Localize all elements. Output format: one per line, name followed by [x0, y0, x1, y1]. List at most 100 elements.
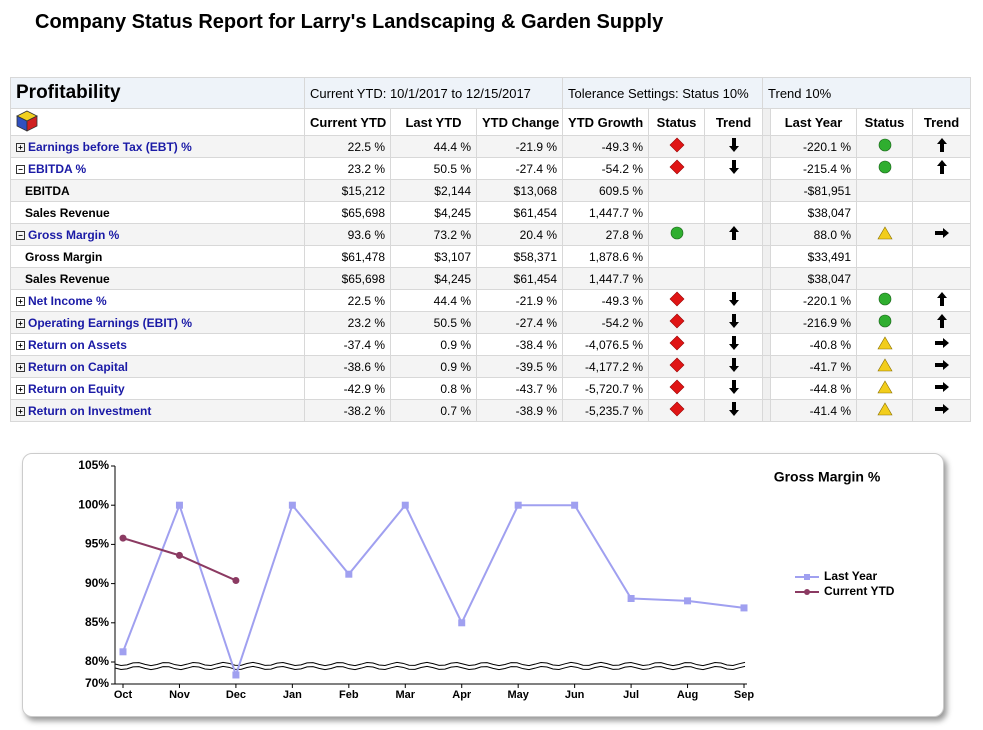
cell: $15,212	[304, 179, 391, 202]
expand-toggle[interactable]: +	[16, 406, 25, 416]
arrow	[934, 338, 949, 348]
arrow	[936, 138, 947, 152]
marker	[571, 501, 579, 509]
column-header: Status	[856, 108, 914, 136]
marker	[232, 671, 240, 679]
row-label[interactable]: Return on Investment	[28, 403, 152, 418]
cell: 44.4 %	[390, 289, 477, 312]
legend-marker	[804, 589, 810, 595]
trend-cell	[704, 289, 764, 312]
status-icon	[669, 335, 684, 351]
cell: -27.4 %	[475, 157, 564, 180]
x-tick-label: Jul	[623, 689, 639, 701]
marker	[175, 501, 183, 509]
status-icon	[669, 313, 684, 329]
trend-cell	[912, 289, 972, 312]
expand-toggle[interactable]: +	[16, 296, 25, 306]
row-name: + Return on Equity	[10, 377, 305, 400]
expand-toggle[interactable]: +	[16, 384, 25, 394]
circle	[670, 226, 683, 240]
cell: 0.7 %	[390, 399, 477, 422]
row-label[interactable]: Operating Earnings (EBIT) %	[28, 315, 193, 330]
expand-toggle[interactable]: −	[16, 230, 25, 240]
status-cell	[856, 311, 914, 334]
data-row: + Return on Equity -42.9 % 0.8 % -43.7 % -5,7…	[10, 377, 972, 400]
trend-cell	[912, 179, 972, 202]
diamond	[669, 159, 684, 175]
cell: -44.8 %	[770, 377, 858, 400]
gap	[762, 223, 772, 246]
row-label[interactable]: Earnings before Tax (EBT) %	[28, 139, 192, 154]
x-tick-label: Jan	[283, 689, 302, 701]
cell: 1,447.7 %	[562, 201, 650, 224]
cell: -41.7 %	[770, 355, 858, 378]
column-header: YTD Change	[475, 108, 564, 136]
arrow	[728, 292, 739, 306]
gap	[762, 157, 772, 180]
cell: $61,478	[304, 245, 391, 268]
marker	[232, 576, 240, 584]
marker	[175, 551, 183, 559]
status-icon	[878, 138, 891, 152]
cell: 609.5 %	[562, 179, 650, 202]
x-tick-label: Nov	[169, 689, 191, 701]
data-row: + Earnings before Tax (EBT) % 22.5 % 44.4 %…	[10, 135, 972, 158]
row-name: − Gross Margin %	[10, 223, 305, 246]
cell: -38.2 %	[304, 399, 391, 422]
trend-cell	[912, 201, 972, 224]
cube-icon-cell	[10, 108, 305, 136]
row-label[interactable]: EBITDA %	[28, 161, 87, 176]
expand-toggle[interactable]: +	[16, 318, 25, 328]
expand-toggle[interactable]: −	[16, 164, 25, 174]
cell: -27.4 %	[475, 311, 564, 334]
trend-icon	[934, 338, 949, 348]
cell: $38,047	[770, 267, 858, 290]
expand-toggle[interactable]: +	[16, 142, 25, 152]
y-tick-label: 95%	[85, 537, 109, 551]
row-label[interactable]: Gross Margin %	[28, 227, 120, 242]
trend-icon	[728, 402, 739, 416]
cell: 1,878.6 %	[562, 245, 650, 268]
y-tick-label: 85%	[85, 615, 109, 629]
status-icon	[878, 314, 891, 328]
expand-toggle[interactable]: +	[16, 340, 25, 350]
arrow	[728, 138, 739, 152]
legend-label: Last Year	[824, 569, 877, 583]
status-cell	[856, 245, 914, 268]
status-cell	[648, 333, 706, 356]
report-title: Company Status Report for Larry's Landsc…	[35, 11, 664, 33]
status-cell	[856, 179, 914, 202]
row-label[interactable]: Return on Capital	[28, 359, 129, 374]
arrow	[934, 382, 949, 392]
cell: 44.4 %	[390, 135, 477, 158]
x-tick-label: Sep	[734, 689, 754, 701]
axis-break	[114, 661, 746, 667]
x-tick-label: Oct	[114, 689, 133, 701]
expand-toggle[interactable]: +	[16, 362, 25, 372]
gap	[762, 355, 772, 378]
trend-icon	[936, 160, 947, 174]
trend-icon	[728, 358, 739, 372]
marker	[345, 570, 353, 578]
column-header: Current YTD	[304, 108, 391, 136]
trend-icon	[936, 292, 947, 306]
row-label[interactable]: Return on Equity	[28, 381, 125, 396]
cell: -54.2 %	[562, 311, 650, 334]
status-icon	[877, 336, 893, 350]
row-label[interactable]: Net Income %	[28, 293, 107, 308]
cell: -39.5 %	[475, 355, 564, 378]
cell: 22.5 %	[304, 135, 391, 158]
status-cell	[648, 245, 706, 268]
trend-cell	[704, 377, 764, 400]
row-name: Gross Margin	[10, 245, 305, 268]
cell: 23.2 %	[304, 311, 391, 334]
cell: $4,245	[390, 267, 477, 290]
row-label[interactable]: Return on Assets	[28, 337, 127, 352]
trend-cell	[912, 157, 972, 180]
x-tick-label: Dec	[226, 689, 246, 701]
status-icon	[878, 160, 891, 174]
gap	[762, 377, 772, 400]
x-tick-label: Apr	[452, 689, 472, 701]
cell: 1,447.7 %	[562, 267, 650, 290]
tolerance: Tolerance Settings: Status 10%	[562, 77, 764, 109]
